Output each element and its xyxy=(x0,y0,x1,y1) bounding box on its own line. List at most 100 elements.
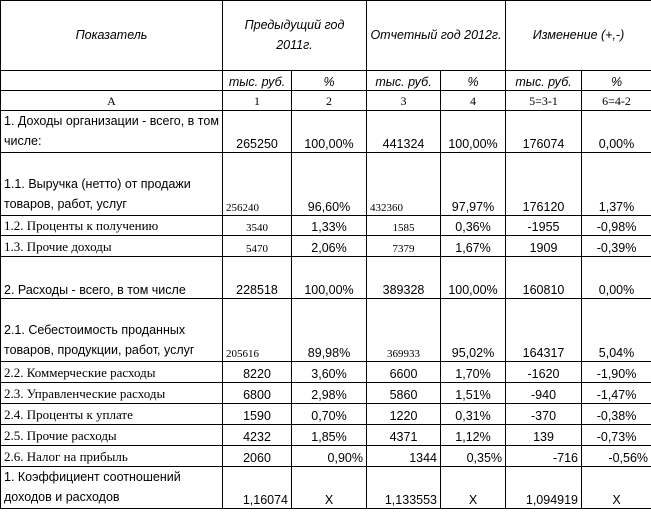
cell-value: 3540 xyxy=(222,215,292,236)
column-number: 3 xyxy=(366,90,441,111)
cell-value: -0,39% xyxy=(581,235,651,257)
cell-value: 205616 xyxy=(222,298,292,362)
cell-value: -0,56% xyxy=(581,445,651,467)
header-unit-empty xyxy=(0,70,223,91)
cell-value: 0,00% xyxy=(581,256,651,299)
cell-value: -1,90% xyxy=(581,361,651,383)
cell-value: 100,00% xyxy=(291,110,367,153)
cell-value: 1,094919 xyxy=(505,466,583,509)
row-label: 2.4. Проценты к уплате xyxy=(0,403,223,425)
column-number: 4 xyxy=(439,90,507,111)
header-unit: тыс. руб. xyxy=(222,70,292,91)
cell-value: 2,98% xyxy=(291,382,367,404)
cell-value: 7379 xyxy=(366,235,441,257)
table-row: 1.2. Проценты к получению 3540 1,33% 158… xyxy=(0,215,651,236)
cell-value: 1,67% xyxy=(439,235,507,257)
cell-value: 5470 xyxy=(222,235,292,257)
cell-value: 0,36% xyxy=(439,215,507,236)
header-unit: % xyxy=(581,70,651,91)
income-expense-table: Показатель Предыдущий год 2011г. Отчетны… xyxy=(0,0,651,509)
cell-value: 100,00% xyxy=(439,256,507,299)
row-label: 1. Доходы организации - всего, в том чис… xyxy=(0,110,223,153)
cell-value: 100,00% xyxy=(439,110,507,153)
table-row: 2.3. Управленческие расходы 6800 2,98% 5… xyxy=(0,382,651,404)
cell-value: X xyxy=(581,466,651,509)
cell-value: 8220 xyxy=(222,361,292,383)
table-row: 2.2. Коммерческие расходы 8220 3,60% 660… xyxy=(0,361,651,383)
cell-value: X xyxy=(291,466,367,509)
cell-value: 369933 xyxy=(366,298,441,362)
header-report-year: Отчетный год 2012г. xyxy=(365,0,507,71)
cell-value: 176074 xyxy=(505,110,583,153)
row-label: 1.2. Проценты к получению xyxy=(0,215,223,236)
row-label: 2.2. Коммерческие расходы xyxy=(0,361,223,383)
cell-value: 1344 xyxy=(366,445,441,467)
cell-value: 3,60% xyxy=(291,361,367,383)
table-row: 2.4. Проценты к уплате 1590 0,70% 1220 0… xyxy=(0,403,651,425)
cell-value: 1220 xyxy=(366,403,441,425)
cell-value: 100,00% xyxy=(291,256,367,299)
header-unit: % xyxy=(291,70,367,91)
header-unit: % xyxy=(439,70,507,91)
cell-value: 0,70% xyxy=(291,403,367,425)
cell-value: 1585 xyxy=(366,215,441,236)
row-label: 2.5. Прочие расходы xyxy=(0,424,223,446)
cell-value: 6800 xyxy=(222,382,292,404)
cell-value: 265250 xyxy=(222,110,292,153)
cell-value: -0,98% xyxy=(581,215,651,236)
cell-value: 5,04% xyxy=(581,298,651,362)
row-label: 2.1. Себестоимость проданных товаров, пр… xyxy=(0,298,223,362)
column-number: 5=3-1 xyxy=(505,90,583,111)
column-number: 2 xyxy=(291,90,367,111)
table-row: 1.1. Выручка (нетто) от продажи товаров,… xyxy=(0,152,651,216)
row-label: 1.3. Прочие доходы xyxy=(0,235,223,257)
row-label: 2.3. Управленческие расходы xyxy=(0,382,223,404)
cell-value: -1955 xyxy=(505,215,583,236)
cell-value: 1,85% xyxy=(291,424,367,446)
row-label: 1. Коэффициент соотношений доходов и рас… xyxy=(0,466,223,509)
table-row: 2.5. Прочие расходы 4232 1,85% 4371 1,12… xyxy=(0,424,651,446)
cell-value: 89,98% xyxy=(291,298,367,362)
cell-value: 1590 xyxy=(222,403,292,425)
cell-value: 139 xyxy=(505,424,583,446)
cell-value: 441324 xyxy=(366,110,441,153)
cell-value: 432360 xyxy=(366,152,441,216)
cell-value: 96,60% xyxy=(291,152,367,216)
column-number: 6=4-2 xyxy=(581,90,651,111)
row-label: 2.6. Налог на прибыль xyxy=(0,445,223,467)
cell-value: 389328 xyxy=(366,256,441,299)
cell-value: 256240 xyxy=(222,152,292,216)
cell-value: -0,38% xyxy=(581,403,651,425)
cell-value: 228518 xyxy=(222,256,292,299)
cell-value: 160810 xyxy=(505,256,583,299)
header-change: Изменение (+,-) xyxy=(505,0,651,71)
cell-value: 0,35% xyxy=(439,445,507,467)
row-label: 1.1. Выручка (нетто) от продажи товаров,… xyxy=(0,152,223,216)
cell-value: -940 xyxy=(505,382,583,404)
cell-value: 0,31% xyxy=(439,403,507,425)
cell-value: 0,00% xyxy=(581,110,651,153)
header-unit: тыс. руб. xyxy=(505,70,583,91)
cell-value: 0,90% xyxy=(291,445,367,467)
cell-value: 1,33% xyxy=(291,215,367,236)
cell-value: X xyxy=(439,466,507,509)
cell-value: 1,70% xyxy=(439,361,507,383)
cell-value: 164317 xyxy=(505,298,583,362)
table-row: 2.6. Налог на прибыль 2060 0,90% 1344 0,… xyxy=(0,445,651,467)
cell-value: -716 xyxy=(505,445,583,467)
row-label: 2. Расходы - всего, в том числе xyxy=(0,256,223,299)
column-number: 1 xyxy=(222,90,292,111)
table-row: 1. Коэффициент соотношений доходов и рас… xyxy=(0,466,651,509)
cell-value: -370 xyxy=(505,403,583,425)
cell-value: -1620 xyxy=(505,361,583,383)
table-row: 1. Доходы организации - всего, в том чис… xyxy=(0,110,651,153)
cell-value: 2,06% xyxy=(291,235,367,257)
header-indicator: Показатель xyxy=(0,0,223,71)
cell-value: 176120 xyxy=(505,152,583,216)
cell-value: 1,133553 xyxy=(366,466,441,509)
table-row: 2.1. Себестоимость проданных товаров, пр… xyxy=(0,298,651,362)
cell-value: 1909 xyxy=(505,235,583,257)
cell-value: 5860 xyxy=(366,382,441,404)
cell-value: 1,37% xyxy=(581,152,651,216)
cell-value: 95,02% xyxy=(439,298,507,362)
